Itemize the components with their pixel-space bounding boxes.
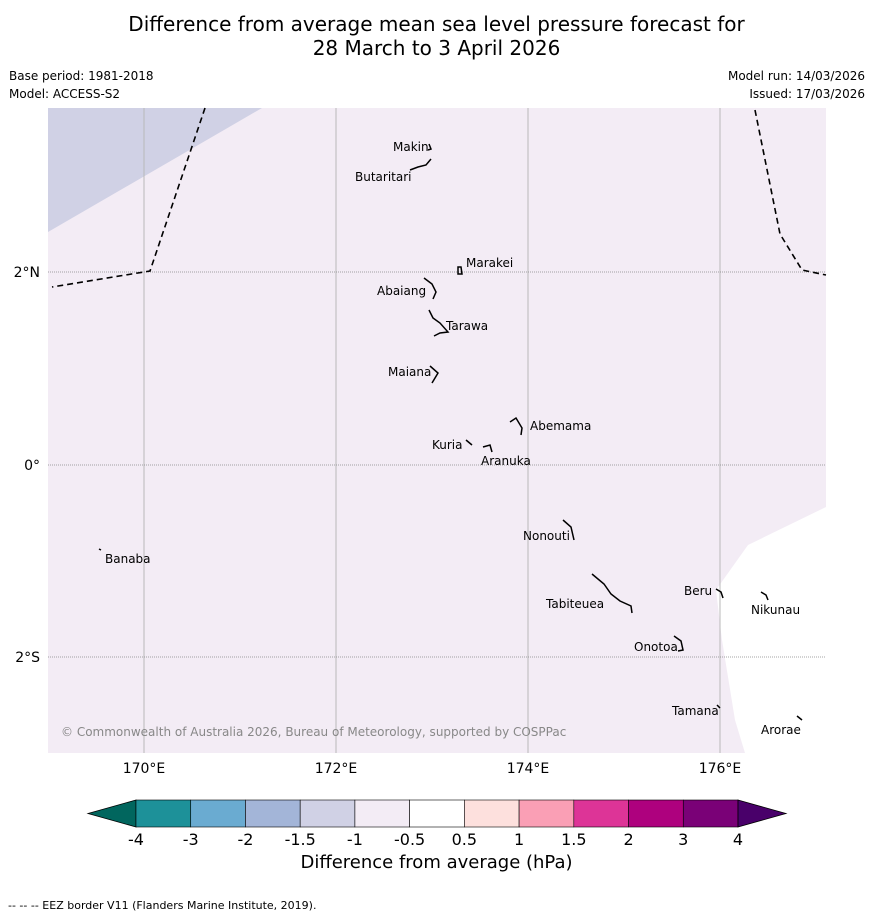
colorbar-tick-label: -1 xyxy=(347,830,363,849)
colorbar-tick-label: 4 xyxy=(733,830,743,849)
island-banaba xyxy=(98,548,102,551)
colorbar-tick-label: -0.5 xyxy=(394,830,425,849)
colorbar-segment xyxy=(628,799,684,828)
eez-footnote: -- -- -- EEZ border V11 (Flanders Marine… xyxy=(8,899,317,912)
colorbar-label: Difference from average (hPa) xyxy=(300,852,573,873)
island-arorae xyxy=(796,715,803,721)
copyright-notice: © Commonwealth of Australia 2026, Bureau… xyxy=(61,725,566,739)
island-butaritari xyxy=(409,158,432,171)
place-label-nonouti: Nonouti xyxy=(523,529,570,543)
pressure-region-neutral xyxy=(716,507,826,753)
title-line-2: 28 March to 3 April 2026 xyxy=(312,36,561,60)
island-nikunau xyxy=(760,591,769,601)
colorbar-segment xyxy=(354,799,410,828)
island-tarawa xyxy=(428,309,450,337)
place-label-maiana: Maiana xyxy=(388,365,431,379)
lon-label-170e: 170°E xyxy=(123,761,166,777)
island-tamana xyxy=(716,704,721,709)
colorbar-segment xyxy=(682,799,739,828)
colorbar-segment xyxy=(299,799,356,828)
colorbar-tick-label: -4 xyxy=(128,830,144,849)
base-period: Base period: 1981-2018 xyxy=(9,69,154,83)
place-label-tamana: Tamana xyxy=(671,704,719,718)
model-name: Model: ACCESS-S2 xyxy=(9,87,121,101)
island-makin xyxy=(427,143,432,151)
place-label-beru: Beru xyxy=(684,584,712,598)
lat-label-2s: 2°S xyxy=(15,650,40,666)
lon-gridlines xyxy=(143,108,721,753)
eez-border-west xyxy=(51,107,206,288)
place-label-banaba: Banaba xyxy=(105,552,151,566)
island-abemama xyxy=(509,416,523,436)
colorbar-segment xyxy=(518,799,575,828)
island-outlines xyxy=(98,143,803,721)
lat-gridlines xyxy=(48,271,826,658)
lat-label-equator: 0° xyxy=(24,458,40,474)
place-label-butaritari: Butaritari xyxy=(355,170,412,184)
place-label-tarawa: Tarawa xyxy=(445,319,488,333)
place-label-abaiang: Abaiang xyxy=(377,284,426,298)
lon-label-172e: 172°E xyxy=(315,761,358,777)
colorbar-tick-label: 1.5 xyxy=(561,830,586,849)
island-abaiang xyxy=(423,277,437,300)
colorbar-segment xyxy=(409,799,465,828)
colorbar-tick-label: 0.5 xyxy=(452,830,477,849)
eez-border-east xyxy=(754,109,827,276)
colorbar-segment xyxy=(245,799,301,828)
place-label-onotoa: Onotoa xyxy=(634,640,678,654)
colorbar-segment xyxy=(573,799,629,828)
colorbar-tick-label: -2 xyxy=(237,830,253,849)
lat-label-2n: 2°N xyxy=(14,265,40,281)
meta-right: Model run: 14/03/2026 Issued: 17/03/2026 xyxy=(728,67,865,103)
colorbar-over-arrow xyxy=(737,799,788,828)
axis-labels: 170°E 172°E 174°E 176°E 2°N 0° 2°S xyxy=(14,265,742,777)
eez-borders xyxy=(51,107,827,288)
colorbar-tick-label: 2 xyxy=(623,830,633,849)
colorbar-tick-label: -1.5 xyxy=(285,830,316,849)
colorbar: -4 -3 -2 -1.5 -1 -0.5 0.5 1 1.5 2 3 4 xyxy=(86,799,788,849)
colorbar-segment xyxy=(464,799,520,828)
colorbar-tick-label: -3 xyxy=(183,830,199,849)
island-maiana xyxy=(429,365,439,384)
issued-date: Issued: 17/03/2026 xyxy=(749,87,865,101)
map-background xyxy=(48,108,826,753)
place-labels: Makin Butaritari Marakei Abaiang Tarawa … xyxy=(105,140,801,737)
meta-left: Base period: 1981-2018 Model: ACCESS-S2 xyxy=(9,67,154,103)
place-label-tabiteuea: Tabiteuea xyxy=(545,597,604,611)
colorbar-segment xyxy=(135,799,192,828)
island-beru xyxy=(715,588,724,599)
island-marakei xyxy=(457,266,463,275)
place-label-aranuka: Aranuka xyxy=(481,454,531,468)
title-line-1: Difference from average mean sea level p… xyxy=(128,12,745,36)
colorbar-segment xyxy=(190,799,246,828)
place-label-nikunau: Nikunau xyxy=(751,603,800,617)
island-onotoa xyxy=(673,635,684,652)
island-aranuka xyxy=(482,444,493,453)
place-label-abemama: Abemama xyxy=(530,419,591,433)
pressure-region-neg1p5 xyxy=(48,108,262,232)
colorbar-tick-label: 1 xyxy=(514,830,524,849)
colorbar-under-arrow xyxy=(86,799,137,828)
island-kuria xyxy=(465,439,473,446)
place-label-marakei: Marakei xyxy=(466,256,513,270)
island-tabiteuea xyxy=(591,573,633,614)
model-run: Model run: 14/03/2026 xyxy=(727,69,865,83)
island-nonouti xyxy=(562,519,575,541)
place-label-kuria: Kuria xyxy=(432,438,463,452)
map-figure: Makin Butaritari Marakei Abaiang Tarawa … xyxy=(14,107,827,849)
lon-label-176e: 176°E xyxy=(699,761,742,777)
page-title: Difference from average mean sea level p… xyxy=(0,12,873,60)
lon-label-174e: 174°E xyxy=(507,761,550,777)
colorbar-tick-label: 3 xyxy=(678,830,688,849)
place-label-arorae: Arorae xyxy=(761,723,801,737)
place-label-makin: Makin xyxy=(393,140,429,154)
